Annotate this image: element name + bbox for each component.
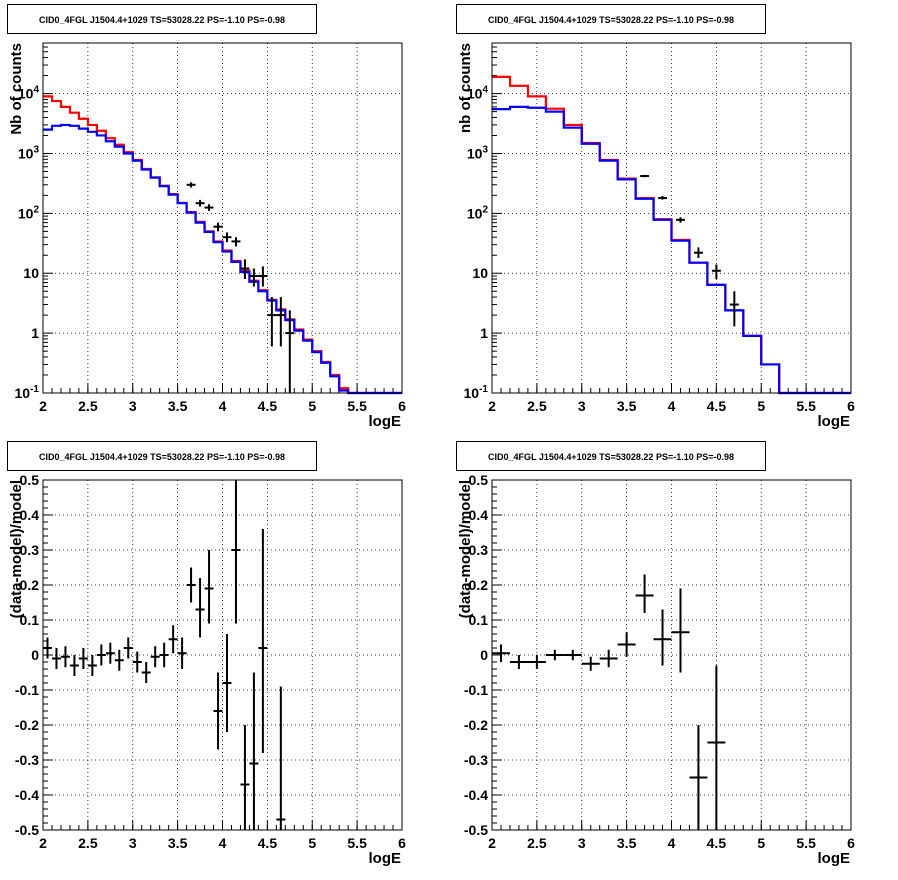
x-tick-label: 4 — [219, 398, 227, 414]
y-tick-label: 0.2 — [20, 577, 40, 593]
x-tick-label: 2 — [488, 835, 496, 851]
x-tick-label: 4 — [219, 835, 227, 851]
x-tick-label: 4 — [668, 398, 676, 414]
chart-top-left: 2 2.5 3 3.5 4 4.5 5 5.5 6 10-1 1 10 102 103 104 logE Nb … — [8, 42, 406, 430]
y-tick-label: 0.4 — [469, 507, 489, 523]
x-axis-title: logE — [818, 850, 851, 867]
x-tick-label: 3 — [129, 398, 137, 414]
y-axis-title: (data-model)/model — [457, 480, 474, 618]
y-tick-label: -0.4 — [464, 787, 488, 803]
y-tick-label: 0.2 — [469, 577, 489, 593]
y-tick-label: -0.2 — [15, 717, 39, 733]
x-tick-label: 6 — [398, 398, 406, 414]
x-tick-label: 2.5 — [527, 398, 547, 414]
x-tick-label: 4.5 — [258, 835, 278, 851]
y-tick-label: 0.4 — [20, 507, 40, 523]
y-tick-label: -0.4 — [15, 787, 39, 803]
series-line-blue — [43, 123, 402, 395]
x-tick-label: 5.5 — [796, 398, 816, 414]
x-tick-label: 5 — [757, 835, 765, 851]
x-tick-label: 4.5 — [707, 398, 727, 414]
y-tick-label: -0.1 — [464, 682, 488, 698]
plot-frame — [491, 42, 852, 394]
y-tick-label: 0.5 — [469, 472, 489, 488]
chart-top-right: 2 2.5 3 3.5 4 4.5 5 5.5 6 10-1 1 10 102 103 104 logE nb … — [457, 42, 855, 430]
y-tick-label: 10-1 — [464, 384, 489, 401]
y-tick-label: -0.2 — [464, 717, 488, 733]
y-tick-label: -0.5 — [15, 822, 39, 838]
y-tick-label: 0.3 — [469, 542, 489, 558]
y-tick-label: 0 — [480, 647, 488, 663]
y-tick-label: -0.1 — [15, 682, 39, 698]
x-tick-label: 2.5 — [527, 835, 547, 851]
y-tick-label: 0.1 — [20, 612, 40, 628]
x-tick-label: 5.5 — [347, 398, 367, 414]
title-box-bottom-right: CID0_4FGL J1504.4+1029 TS=53028.22 PS=-1… — [456, 441, 766, 471]
x-tick-label: 6 — [847, 398, 855, 414]
x-tick-label: 2 — [488, 398, 496, 414]
title-box-bottom-left: CID0_4FGL J1504.4+1029 TS=53028.22 PS=-1… — [7, 441, 317, 471]
plot-frame — [491, 479, 852, 831]
y-axis-title: nb of counts — [457, 43, 474, 133]
y-tick-label: 1 — [480, 325, 488, 341]
y-tick-label: 104 — [467, 85, 489, 102]
y-tick-label: 10-1 — [15, 384, 40, 401]
x-tick-label: 4.5 — [707, 835, 727, 851]
x-tick-label: 2.5 — [78, 398, 98, 414]
title-box-top-right: CID0_4FGL J1504.4+1029 TS=53028.22 PS=-1… — [456, 4, 766, 34]
chart-bottom-right: 2 2.5 3 3.5 4 4.5 5 5.5 6 -0.5 -0.4 -0.3 -0.2 -0.1 0 0.… — [457, 472, 855, 867]
x-tick-label: 2.5 — [78, 835, 98, 851]
x-tick-label: 2 — [39, 398, 47, 414]
x-tick-label: 3.5 — [617, 835, 637, 851]
x-axis-title: logE — [369, 850, 402, 867]
x-tick-label: 5.5 — [347, 835, 367, 851]
y-tick-label: 10 — [23, 265, 39, 281]
y-tick-label: 0.5 — [20, 472, 40, 488]
x-tick-label: 3.5 — [168, 835, 188, 851]
plot-frame — [42, 42, 403, 394]
plot-frame — [42, 479, 403, 831]
x-tick-label: 5.5 — [796, 835, 816, 851]
y-tick-label: 0 — [31, 647, 39, 663]
x-tick-label: 6 — [398, 835, 406, 851]
x-tick-label: 5 — [308, 398, 316, 414]
title-box-top-left: CID0_4FGL J1504.4+1029 TS=53028.22 PS=-1… — [7, 4, 317, 34]
y-tick-label: 102 — [18, 204, 40, 221]
y-tick-label: 10 — [472, 265, 488, 281]
x-tick-label: 3 — [129, 835, 137, 851]
y-tick-label: 0.3 — [20, 542, 40, 558]
y-tick-label: 102 — [467, 204, 489, 221]
x-tick-label: 6 — [847, 835, 855, 851]
y-tick-label: 0.1 — [469, 612, 489, 628]
y-tick-label: 104 — [18, 85, 40, 102]
x-axis-title: logE — [369, 413, 402, 430]
x-tick-label: 5 — [308, 835, 316, 851]
series-line-blue — [492, 105, 851, 395]
x-tick-label: 2 — [39, 835, 47, 851]
x-tick-label: 4.5 — [258, 398, 278, 414]
y-axis-title: Nb of counts — [8, 43, 25, 135]
y-tick-label: -0.3 — [464, 752, 488, 768]
y-tick-label: -0.3 — [15, 752, 39, 768]
y-tick-label: 1 — [31, 325, 39, 341]
y-tick-label: 103 — [467, 144, 489, 161]
y-tick-label: -0.5 — [464, 822, 488, 838]
y-tick-label: 103 — [18, 144, 40, 161]
y-axis-title: (data-model)/model — [8, 480, 25, 618]
x-axis-title: logE — [818, 413, 851, 430]
x-tick-label: 3 — [578, 398, 586, 414]
x-tick-label: 4 — [668, 835, 676, 851]
x-tick-label: 5 — [757, 398, 765, 414]
x-tick-label: 3.5 — [617, 398, 637, 414]
x-tick-label: 3 — [578, 835, 586, 851]
x-tick-label: 3.5 — [168, 398, 188, 414]
chart-bottom-left: 2 2.5 3 3.5 4 4.5 5 5.5 6 -0.5 -0.4 -0.3 -0.2 -0.1 0 0.… — [8, 472, 406, 867]
